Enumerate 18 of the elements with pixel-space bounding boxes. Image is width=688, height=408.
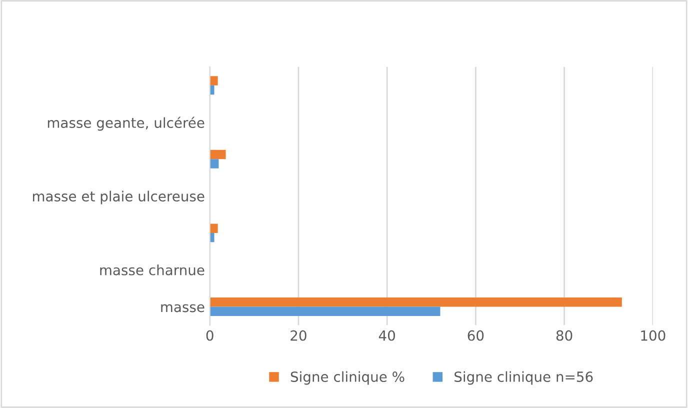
y-tick-label: masse charnue bbox=[100, 264, 204, 276]
x-tick-label: 60 bbox=[468, 330, 484, 341]
bar bbox=[210, 298, 622, 307]
y-tick-label: masse bbox=[161, 304, 204, 312]
x-tick-label: 80 bbox=[556, 330, 572, 341]
y-tick-label: masse geante, ulcérée bbox=[48, 116, 204, 131]
legend-label: Signe clinique % bbox=[290, 371, 404, 385]
x-tick-label: 0 bbox=[206, 330, 214, 341]
x-tick-label: 100 bbox=[641, 330, 666, 341]
legend-label: Signe clinique n=56 bbox=[454, 371, 593, 385]
x-tick-label: 20 bbox=[290, 330, 306, 341]
x-tick-label: 40 bbox=[378, 330, 395, 341]
bar bbox=[210, 159, 219, 168]
bar bbox=[210, 306, 440, 316]
bar bbox=[210, 76, 218, 86]
y-tick-label: masse et plaie ulcereuse bbox=[32, 190, 204, 204]
bar bbox=[210, 150, 226, 160]
bar bbox=[210, 224, 218, 233]
